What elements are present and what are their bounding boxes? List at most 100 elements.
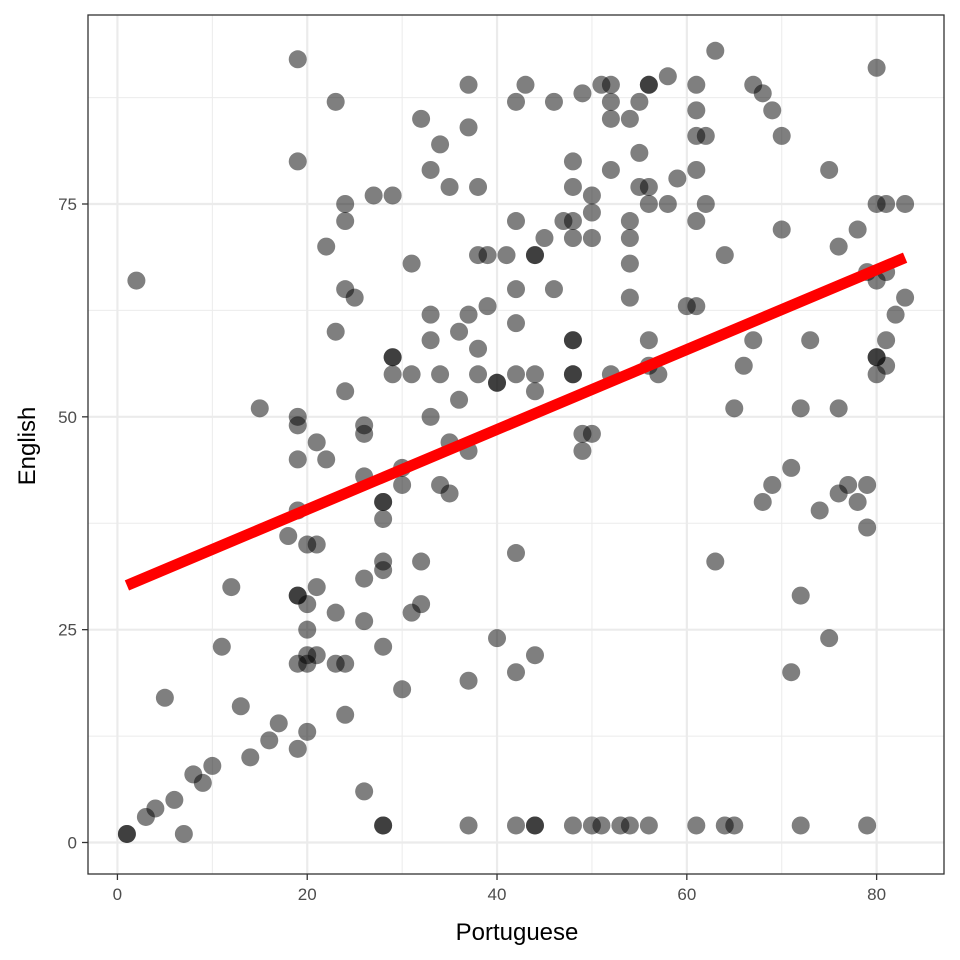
data-point xyxy=(839,475,858,494)
data-point xyxy=(355,612,374,631)
data-point xyxy=(298,595,317,614)
data-point xyxy=(364,186,383,205)
data-point xyxy=(525,246,544,265)
data-point xyxy=(507,816,525,835)
data-point xyxy=(687,160,706,179)
data-point xyxy=(117,824,136,843)
data-point xyxy=(269,714,288,733)
data-point xyxy=(658,194,677,213)
data-point xyxy=(687,101,706,120)
data-point xyxy=(620,816,639,835)
data-point xyxy=(753,84,772,103)
data-point xyxy=(544,280,563,299)
data-point xyxy=(782,458,801,477)
data-point xyxy=(763,101,782,120)
data-point xyxy=(858,816,877,835)
data-point xyxy=(601,160,620,179)
data-point xyxy=(459,305,478,324)
data-point xyxy=(488,373,507,392)
data-point xyxy=(260,731,279,750)
x-tick-label: 40 xyxy=(488,885,507,904)
data-point xyxy=(791,816,810,835)
data-point xyxy=(858,518,877,537)
data-point xyxy=(535,229,554,248)
data-point xyxy=(288,739,307,758)
data-point xyxy=(772,220,791,239)
axis-tick-labels: 0 20 40 60 80 0 25 50 75 xyxy=(58,195,886,904)
data-point xyxy=(155,688,174,707)
data-point xyxy=(488,629,507,648)
data-point xyxy=(374,561,393,580)
data-point xyxy=(336,194,355,213)
data-point xyxy=(431,135,450,154)
data-point xyxy=(393,680,412,699)
data-point xyxy=(412,109,431,128)
data-point xyxy=(288,450,307,469)
data-point xyxy=(658,67,677,86)
data-point xyxy=(639,75,658,94)
data-point xyxy=(317,237,336,256)
data-point xyxy=(412,595,431,614)
data-point xyxy=(687,75,706,94)
data-point xyxy=(450,390,469,409)
data-point xyxy=(829,399,848,418)
data-point xyxy=(307,578,326,597)
data-point xyxy=(563,177,582,196)
data-point xyxy=(383,186,402,205)
minor-gridlines xyxy=(88,15,944,874)
data-point xyxy=(307,646,326,665)
data-point xyxy=(402,254,421,273)
data-point xyxy=(734,356,753,375)
data-point xyxy=(336,382,355,401)
data-point xyxy=(507,663,525,682)
data-point xyxy=(336,705,355,724)
data-point xyxy=(525,365,544,384)
data-point xyxy=(725,816,744,835)
data-point xyxy=(317,450,336,469)
data-point xyxy=(516,75,535,94)
data-point xyxy=(231,697,250,716)
data-point xyxy=(744,331,763,350)
data-point xyxy=(687,816,706,835)
data-point xyxy=(801,331,820,350)
data-point xyxy=(858,475,877,494)
data-point xyxy=(639,177,658,196)
data-point xyxy=(440,484,459,503)
data-point xyxy=(810,501,829,520)
data-point xyxy=(706,41,725,60)
data-point xyxy=(497,246,516,265)
data-point xyxy=(877,356,896,375)
data-point xyxy=(288,416,307,435)
data-point xyxy=(582,424,601,443)
data-point xyxy=(345,288,364,307)
data-point xyxy=(459,118,478,137)
data-point xyxy=(421,160,440,179)
data-point xyxy=(620,212,639,231)
data-point xyxy=(867,58,886,77)
data-point xyxy=(279,527,298,546)
data-point xyxy=(222,578,241,597)
data-point xyxy=(772,126,791,145)
data-point xyxy=(241,748,260,767)
data-point xyxy=(753,492,772,511)
data-point xyxy=(507,544,525,563)
x-tick-label: 60 xyxy=(677,885,696,904)
data-point xyxy=(877,194,896,213)
data-point xyxy=(326,322,345,341)
x-tick-label: 80 xyxy=(867,885,886,904)
data-point xyxy=(763,475,782,494)
y-tick-label: 0 xyxy=(68,834,77,853)
data-point xyxy=(630,143,649,162)
data-point xyxy=(355,569,374,588)
data-point xyxy=(620,288,639,307)
data-point xyxy=(174,824,193,843)
data-point xyxy=(250,399,269,418)
y-tick-label: 75 xyxy=(58,195,77,214)
data-point xyxy=(421,407,440,426)
data-point xyxy=(288,50,307,69)
data-point xyxy=(582,186,601,205)
data-point xyxy=(877,331,896,350)
data-point xyxy=(573,84,592,103)
